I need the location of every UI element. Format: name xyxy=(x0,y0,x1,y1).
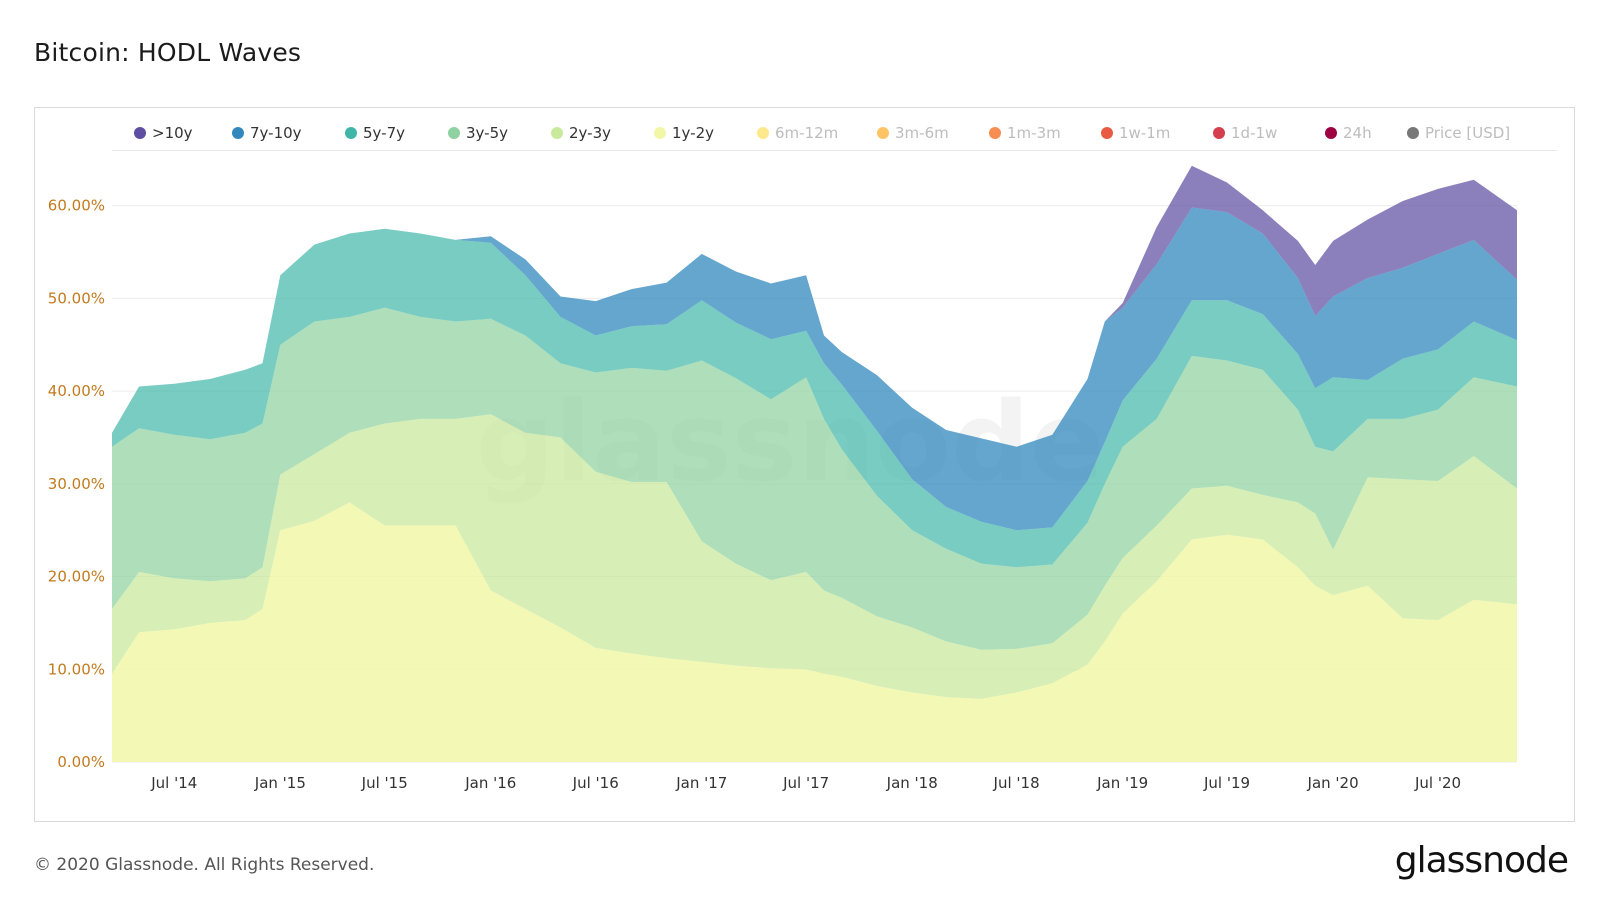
area-2y-3y[interactable] xyxy=(112,414,1517,699)
legend-dot-icon xyxy=(1407,127,1419,139)
legend-item--10y[interactable]: >10y xyxy=(134,122,232,144)
legend-dot-icon xyxy=(448,127,460,139)
y-tick-label: 40.00% xyxy=(48,382,105,400)
legend-label: 1d-1w xyxy=(1231,124,1278,142)
legend-dot-icon xyxy=(989,127,1001,139)
legend-dot-icon xyxy=(232,127,244,139)
y-tick-label: 50.00% xyxy=(48,289,105,307)
x-axis: Jul '14 Jan '15 Jul '15 Jan '16 Jul '16 Jan '… xyxy=(150,774,1461,792)
legend-item-6m-12m[interactable]: 6m-12m xyxy=(757,122,877,144)
legend-item-1d-1w[interactable]: 1d-1w xyxy=(1213,122,1325,144)
legend-dot-icon xyxy=(134,127,146,139)
y-tick-label: 60.00% xyxy=(48,197,105,215)
x-tick-label: Jul '20 xyxy=(1414,774,1461,792)
area-7y-10y[interactable] xyxy=(112,207,1517,531)
legend-label: 3m-6m xyxy=(895,124,949,142)
legend-dot-icon xyxy=(345,127,357,139)
legend-label: 5y-7y xyxy=(363,124,405,142)
legend-label: 1m-3m xyxy=(1007,124,1061,142)
legend-label: Price [USD] xyxy=(1425,124,1511,142)
legend-dot-icon xyxy=(1325,127,1337,139)
x-tick-label: Jul '17 xyxy=(782,774,829,792)
x-tick-label: Jul '14 xyxy=(150,774,197,792)
x-tick-label: Jul '19 xyxy=(1203,774,1250,792)
legend: >10y 7y-10y 5y-7y 3y-5y 2y-3y 1y-2y 6m-12m 3m-6… xyxy=(134,122,1554,144)
x-tick-label: Jan '20 xyxy=(1307,774,1359,792)
area-1y-2y[interactable] xyxy=(112,502,1517,762)
legend-item-price-usd-[interactable]: Price [USD] xyxy=(1407,122,1517,144)
chart-panel xyxy=(34,107,1575,822)
x-tick-label: Jul '18 xyxy=(993,774,1040,792)
legend-item-1m-3m[interactable]: 1m-3m xyxy=(989,122,1101,144)
area-3y-5y[interactable] xyxy=(112,307,1517,650)
legend-dot-icon xyxy=(654,127,666,139)
legend-dot-icon xyxy=(877,127,889,139)
legend-label: 7y-10y xyxy=(250,124,302,142)
x-tick-label: Jul '15 xyxy=(361,774,408,792)
legend-item-7y-10y[interactable]: 7y-10y xyxy=(232,122,345,144)
copyright-footer: © 2020 Glassnode. All Rights Reserved. xyxy=(34,855,375,875)
x-tick-label: Jan '16 xyxy=(464,774,516,792)
x-tick-label: Jan '17 xyxy=(675,774,727,792)
area-5y-7y[interactable] xyxy=(112,228,1517,568)
area--10y[interactable] xyxy=(112,165,1517,447)
x-tick-label: Jul '16 xyxy=(572,774,619,792)
legend-dot-icon xyxy=(1101,127,1113,139)
y-tick-label: 20.00% xyxy=(48,568,105,586)
page-title: Bitcoin: HODL Waves xyxy=(34,38,302,67)
x-tick-label: Jan '19 xyxy=(1096,774,1148,792)
y-tick-label: 0.00% xyxy=(57,753,105,771)
legend-item-5y-7y[interactable]: 5y-7y xyxy=(345,122,448,144)
legend-label: 6m-12m xyxy=(775,124,839,142)
legend-item-2y-3y[interactable]: 2y-3y xyxy=(551,122,654,144)
y-tick-label: 30.00% xyxy=(48,475,105,493)
legend-label: >10y xyxy=(152,124,193,142)
legend-divider xyxy=(112,150,1557,151)
legend-label: 24h xyxy=(1343,124,1372,142)
legend-dot-icon xyxy=(551,127,563,139)
y-tick-label: 10.00% xyxy=(48,660,105,678)
legend-item-1w-1m[interactable]: 1w-1m xyxy=(1101,122,1213,144)
x-tick-label: Jan '15 xyxy=(254,774,306,792)
legend-label: 2y-3y xyxy=(569,124,611,142)
area-series xyxy=(112,165,1517,762)
legend-dot-icon xyxy=(1213,127,1225,139)
legend-dot-icon xyxy=(757,127,769,139)
legend-item-1y-2y[interactable]: 1y-2y xyxy=(654,122,757,144)
glassnode-logo[interactable]: glassnode xyxy=(1394,840,1569,881)
legend-item-3y-5y[interactable]: 3y-5y xyxy=(448,122,551,144)
legend-label: 3y-5y xyxy=(466,124,508,142)
legend-label: 1w-1m xyxy=(1119,124,1171,142)
legend-item-3m-6m[interactable]: 3m-6m xyxy=(877,122,989,144)
x-tick-label: Jan '18 xyxy=(886,774,938,792)
legend-item-24h[interactable]: 24h xyxy=(1325,122,1407,144)
legend-label: 1y-2y xyxy=(672,124,714,142)
y-axis: 0.00% 10.00% 20.00% 30.00% 40.00% 50.00% 60.00… xyxy=(48,197,105,771)
